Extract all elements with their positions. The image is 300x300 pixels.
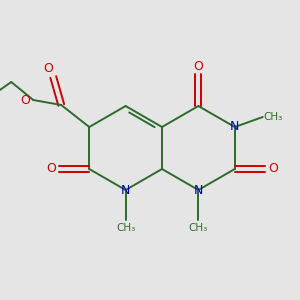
Text: N: N bbox=[121, 184, 130, 196]
Text: CH₃: CH₃ bbox=[116, 223, 135, 233]
Text: N: N bbox=[230, 121, 239, 134]
Text: N: N bbox=[194, 184, 203, 196]
Text: CH₃: CH₃ bbox=[263, 112, 282, 122]
Text: CH₃: CH₃ bbox=[189, 223, 208, 233]
Text: O: O bbox=[268, 163, 278, 176]
Text: O: O bbox=[194, 61, 203, 74]
Text: O: O bbox=[20, 94, 30, 106]
Text: O: O bbox=[43, 62, 53, 76]
Text: O: O bbox=[46, 163, 56, 176]
